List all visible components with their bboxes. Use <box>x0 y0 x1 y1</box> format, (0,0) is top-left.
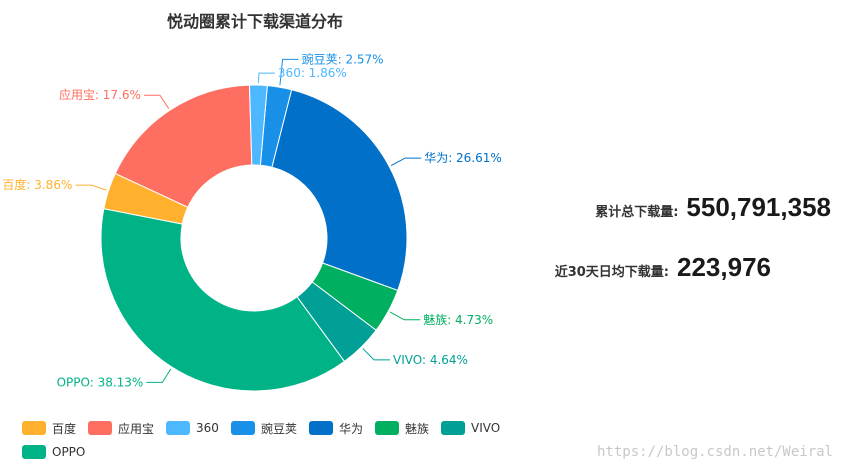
leader-line-百度 <box>75 184 107 191</box>
legend-swatch <box>88 421 113 435</box>
slice-label-OPPO: OPPO: 38.13% <box>57 375 144 389</box>
legend-item-华为[interactable]: 华为 <box>308 418 363 438</box>
donut-slice-OPPO[interactable] <box>100 208 346 392</box>
chart-legend: 百度 应用宝 360 豌豆荚 华为 魅族 VIVO OPPO <box>22 418 522 466</box>
legend-item-VIVO[interactable]: VIVO <box>440 418 501 438</box>
slice-label-魅族: 魅族: 4.73% <box>423 312 493 327</box>
legend-label: VIVO <box>470 421 501 435</box>
legend-swatch <box>22 421 46 435</box>
leader-line-360 <box>257 72 275 84</box>
legend-label: 豌豆荚 <box>260 421 297 436</box>
recent-daily-downloads-value: 223,976 <box>677 252 771 282</box>
slice-label-豌豆荚: 豌豆荚: 2.57% <box>302 51 384 66</box>
legend-label: 360 <box>196 421 219 435</box>
legend-label: 应用宝 <box>118 421 155 436</box>
total-downloads-value: 550,791,358 <box>686 192 831 222</box>
leader-line-应用宝 <box>143 94 170 109</box>
legend-swatch <box>230 421 255 435</box>
legend-item-百度[interactable]: 百度 <box>22 418 76 438</box>
legend-swatch <box>308 421 333 435</box>
donut-chart: 豌豆荚: 2.57% 华为: 26.61% 魅族: 4.73% VIVO: 4.64%… <box>2 51 502 392</box>
donut-slice-华为[interactable] <box>271 89 408 292</box>
slice-label-360: 360: 1.86% <box>278 66 347 80</box>
legend-label: OPPO <box>52 445 86 459</box>
slice-label-华为: 华为: 26.61% <box>424 151 502 165</box>
legend-item-魅族[interactable]: 魅族 <box>374 418 429 438</box>
legend-label: 华为 <box>338 421 363 436</box>
legend-swatch <box>374 421 399 435</box>
legend-label: 百度 <box>52 421 77 436</box>
legend-swatch <box>22 445 46 459</box>
watermark: https://blog.csdn.net/Weiral <box>596 444 833 460</box>
total-downloads-label: 累计总下载量: <box>595 205 679 220</box>
legend-swatch <box>166 421 191 435</box>
donut-slice-360[interactable] <box>248 84 268 166</box>
leader-line-华为 <box>390 157 422 167</box>
legend-label: 魅族 <box>404 421 429 436</box>
total-downloads-stat: 累计总下载量: 550,791,358 <box>595 192 831 223</box>
legend-item-豌豆荚[interactable]: 豌豆荚 <box>230 418 297 438</box>
chart-title: 悦动圈累计下载渠道分布 <box>166 12 343 31</box>
legend-item-OPPO[interactable]: OPPO <box>22 442 85 462</box>
legend-item-应用宝[interactable]: 应用宝 <box>88 418 154 438</box>
slice-label-应用宝: 应用宝: 17.6% <box>59 87 141 102</box>
donut-slice-应用宝[interactable] <box>114 84 253 208</box>
recent-daily-downloads-label: 近30天日均下载量: <box>554 265 670 280</box>
legend-item-360[interactable]: 360 <box>166 418 219 438</box>
legend-swatch <box>440 421 465 435</box>
leader-line-魅族 <box>389 311 421 321</box>
leader-line-豌豆荚 <box>279 58 299 86</box>
slice-label-百度: 百度: 3.86% <box>2 177 72 192</box>
slice-label-VIVO: VIVO: 4.64% <box>393 353 468 367</box>
leader-line-OPPO <box>146 368 172 383</box>
recent-daily-downloads-stat: 近30天日均下载量: 223,976 <box>555 252 771 283</box>
leader-line-VIVO <box>362 348 391 361</box>
